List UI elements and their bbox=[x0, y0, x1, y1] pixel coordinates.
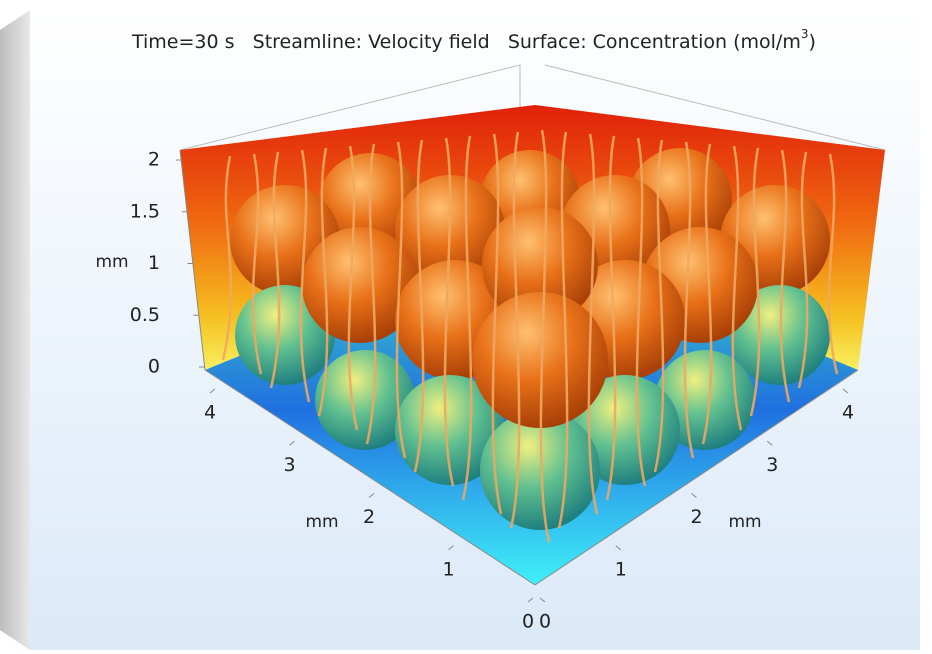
streamline bbox=[605, 135, 617, 501]
x-tick-mark bbox=[368, 493, 375, 498]
streamline bbox=[731, 145, 743, 431]
x-axis-line bbox=[204, 369, 536, 586]
z-tick-label: 0.5 bbox=[130, 304, 160, 326]
streamline bbox=[299, 149, 311, 403]
y-tick-label: 0 bbox=[539, 611, 551, 633]
streamline bbox=[347, 145, 359, 431]
x-axis-label: mm bbox=[305, 512, 338, 532]
y-tick-mark bbox=[615, 545, 622, 551]
sphere bbox=[472, 292, 608, 428]
x-tick-label: 0 bbox=[522, 611, 534, 633]
streamline bbox=[827, 153, 839, 375]
streamline bbox=[365, 143, 377, 445]
streamline bbox=[653, 139, 665, 473]
sphere bbox=[302, 227, 418, 343]
frame-bevel bbox=[0, 10, 30, 650]
y-tick-label: 2 bbox=[690, 506, 702, 528]
streamline bbox=[539, 129, 551, 543]
back-box bbox=[179, 64, 886, 151]
z-tick-label: 1.5 bbox=[130, 200, 160, 222]
x-tick-label: 3 bbox=[283, 454, 295, 476]
streamline bbox=[683, 141, 695, 459]
streamline bbox=[749, 147, 761, 417]
y-tick-label: 4 bbox=[842, 402, 854, 424]
x-tick-mark bbox=[448, 545, 454, 551]
streamline bbox=[221, 155, 233, 361]
streamline bbox=[557, 131, 569, 529]
z-tick-label: 0 bbox=[148, 356, 160, 378]
y-tick-mark bbox=[842, 388, 849, 394]
y-tick-mark bbox=[539, 597, 546, 603]
x-tick-mark bbox=[527, 597, 534, 603]
streamline bbox=[443, 137, 455, 487]
x-tick-label: 4 bbox=[204, 402, 216, 424]
streamline bbox=[413, 139, 425, 473]
z-tick-label: 1 bbox=[148, 252, 160, 274]
chart-title: Time=30 s Streamline: Velocity field Sur… bbox=[131, 27, 816, 53]
sphere bbox=[655, 350, 755, 450]
streamline bbox=[317, 147, 329, 417]
y-axis-label: mm bbox=[728, 512, 761, 532]
streamline bbox=[269, 151, 281, 389]
y-tick-mark bbox=[691, 493, 697, 498]
sphere bbox=[482, 207, 598, 323]
x-tick-mark bbox=[209, 388, 216, 394]
x-tick-label: 1 bbox=[442, 558, 454, 580]
streamline bbox=[797, 151, 809, 389]
streamline bbox=[635, 137, 647, 487]
streamline bbox=[395, 141, 407, 459]
streamline bbox=[461, 135, 473, 501]
x-tick-label: 2 bbox=[363, 506, 375, 528]
streamline bbox=[491, 133, 503, 515]
streamline bbox=[779, 149, 791, 403]
streamline bbox=[587, 133, 599, 515]
sphere bbox=[480, 410, 600, 530]
y-axis-line bbox=[534, 369, 859, 586]
streamline bbox=[251, 153, 263, 375]
y-tick-label: 3 bbox=[766, 454, 778, 476]
sphere bbox=[315, 350, 415, 450]
streamline bbox=[701, 143, 713, 445]
x-tick-mark bbox=[289, 440, 295, 446]
streamline bbox=[509, 131, 521, 529]
y-tick-mark bbox=[766, 440, 773, 446]
z-axis-line bbox=[179, 149, 206, 371]
z-tick-label: 2 bbox=[148, 149, 160, 171]
y-tick-label: 1 bbox=[615, 558, 627, 580]
z-axis-label: mm bbox=[95, 252, 128, 272]
